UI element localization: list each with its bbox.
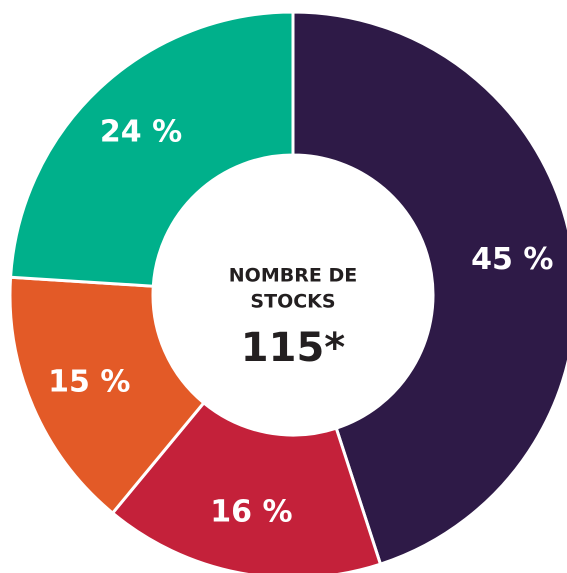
data-label: 15 % [48,365,130,400]
slice [110,400,383,573]
data-label: 45 % [471,242,553,277]
slice [8,275,206,516]
data-label: 24 % [100,115,182,150]
center-label: STOCKS [250,291,335,313]
slice [8,10,295,288]
center-value: 115* [241,325,345,371]
center-label: NOMBRE DE [229,265,357,287]
data-label: 16 % [210,495,292,530]
slice [291,10,567,567]
